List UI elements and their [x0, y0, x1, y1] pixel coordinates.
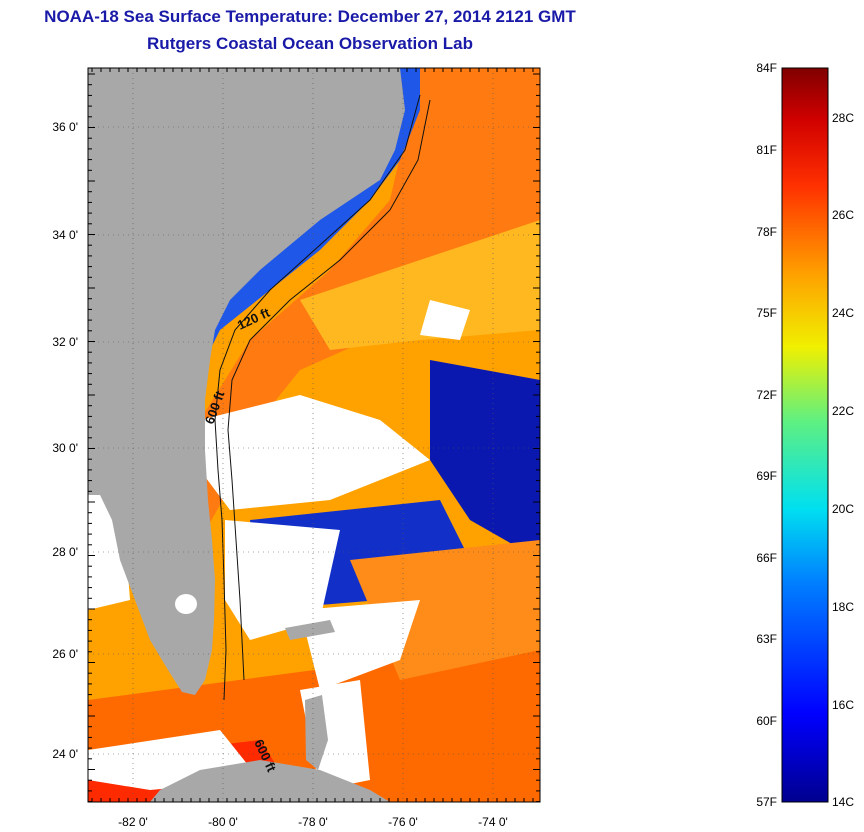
lat-label: 30 0'	[52, 441, 78, 455]
axis-ticks	[88, 68, 540, 803]
colorbar-f-label: 60F	[756, 714, 777, 728]
colorbar-c-label: 24C	[832, 306, 854, 320]
lon-label: -82 0'	[118, 815, 148, 829]
lat-label: 28 0'	[52, 545, 78, 559]
lake-okeechobee	[175, 594, 197, 614]
colorbar-f-label: 84F	[756, 61, 777, 75]
land-mass	[88, 68, 405, 695]
colorbar-c-label: 20C	[832, 502, 854, 516]
lat-label: 32 0'	[52, 335, 78, 349]
map-panel: 120 ft 600 ft 600 ft	[88, 68, 540, 802]
grand-bahama-island	[285, 620, 335, 640]
lat-label: 24 0'	[52, 747, 78, 761]
colorbar-c-label: 18C	[832, 600, 854, 614]
latitude-axis: 36 0' 34 0' 32 0' 30 0' 28 0' 26 0' 24 0…	[52, 120, 78, 761]
colorbar-f-label: 66F	[756, 551, 777, 565]
longitude-axis: -82 0' -80 0' -78 0' -76 0' -74 0'	[118, 815, 508, 829]
colorbar-c-label: 28C	[832, 111, 854, 125]
colorbar-f-label: 57F	[756, 795, 777, 809]
colorbar-f-label: 72F	[756, 388, 777, 402]
colorbar-c-label: 14C	[832, 795, 854, 809]
colorbar-celsius-labels: 28C 26C 24C 22C 20C 18C 16C 14C	[832, 111, 854, 809]
lat-label: 36 0'	[52, 120, 78, 134]
colorbar-c-label: 16C	[832, 698, 854, 712]
colorbar-c-label: 26C	[832, 208, 854, 222]
lon-label: -80 0'	[208, 815, 238, 829]
graticule	[88, 68, 540, 802]
cold-offshore-patch	[430, 360, 540, 560]
cloud-patch	[200, 395, 430, 510]
cloud-patch	[420, 300, 470, 340]
colorbar-f-label: 78F	[756, 225, 777, 239]
colorbar-f-label: 75F	[756, 306, 777, 320]
colorbar-f-label: 63F	[756, 632, 777, 646]
cuba-land	[150, 760, 390, 802]
colorbar-fahrenheit-labels: 84F 81F 78F 75F 72F 69F 66F 63F 60F 57F	[756, 61, 777, 809]
contour-120ft	[214, 94, 421, 701]
map-frame	[87, 67, 541, 803]
warm-eddy	[300, 220, 540, 350]
colorbar	[781, 67, 829, 803]
lon-label: -78 0'	[298, 815, 328, 829]
lon-label: -74 0'	[478, 815, 508, 829]
colorbar-c-label: 22C	[832, 404, 854, 418]
colorbar-f-label: 81F	[756, 143, 777, 157]
lat-label: 34 0'	[52, 228, 78, 242]
colorbar-f-label: 69F	[756, 469, 777, 483]
map-subtitle: Rutgers Coastal Ocean Observation Lab	[147, 34, 473, 53]
contour-600ft	[227, 99, 431, 681]
lon-label: -76 0'	[388, 815, 418, 829]
andros-island	[305, 695, 328, 770]
lat-label: 26 0'	[52, 647, 78, 661]
map-title: NOAA-18 Sea Surface Temperature: Decembe…	[44, 7, 576, 26]
